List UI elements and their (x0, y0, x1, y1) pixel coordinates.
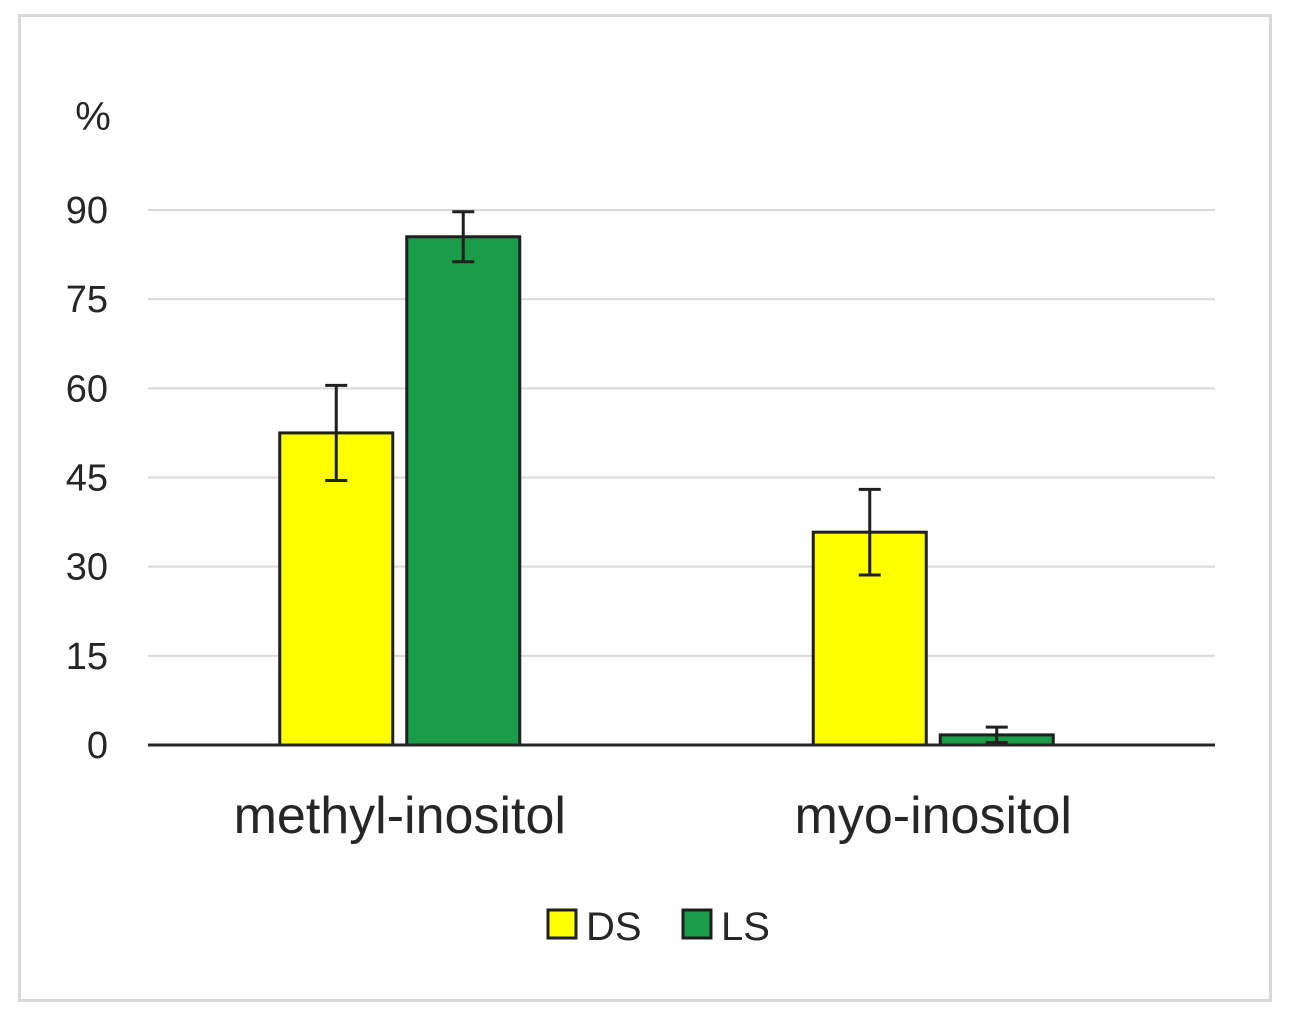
category-label: myo-inositol (795, 787, 1072, 845)
y-tick-label: 15 (66, 636, 108, 678)
bar-ds (278, 431, 395, 747)
error-bars (325, 210, 1008, 745)
y-tick-label: 30 (66, 547, 108, 589)
legend-label-ls: LS (721, 905, 770, 949)
y-tick-label: 60 (66, 368, 108, 410)
y-tick-label: 75 (66, 279, 108, 321)
chart-frame (18, 14, 1272, 1002)
legend: DS LS (546, 905, 770, 949)
y-tick-labels: 0 15 30 45 60 75 90 (66, 190, 108, 767)
bar-ls (405, 235, 522, 747)
legend-swatch-ds (546, 908, 578, 940)
y-tick-label: 90 (66, 190, 108, 232)
category-labels: methyl-inositol myo-inositol (234, 787, 1072, 845)
y-tick-label: 0 (87, 725, 108, 767)
y-tick-label: 45 (66, 458, 108, 500)
legend-swatch-ls (681, 908, 713, 940)
bars (278, 235, 1055, 747)
legend-label-ds: DS (586, 905, 642, 949)
category-label: methyl-inositol (234, 787, 566, 845)
y-unit-label: % (75, 95, 111, 139)
